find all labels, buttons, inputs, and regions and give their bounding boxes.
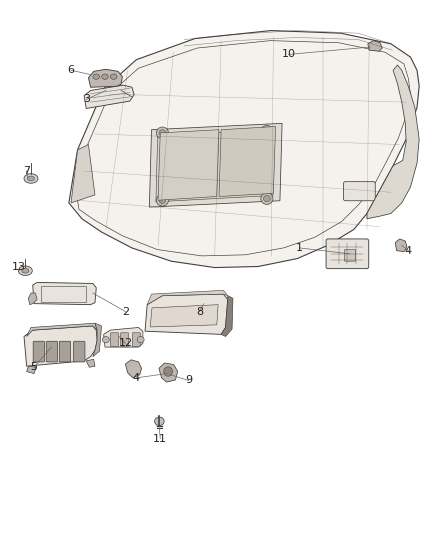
Ellipse shape [102,74,108,79]
Polygon shape [156,130,275,202]
Text: 3: 3 [83,94,90,104]
Text: 4: 4 [133,373,140,383]
Polygon shape [33,282,96,305]
Polygon shape [367,65,419,219]
FancyBboxPatch shape [326,239,369,269]
Ellipse shape [102,336,110,343]
Ellipse shape [18,266,32,276]
Polygon shape [27,366,36,374]
Ellipse shape [261,125,273,137]
Polygon shape [24,326,97,366]
Ellipse shape [137,336,144,343]
Bar [41,286,86,302]
Text: 6: 6 [67,66,74,75]
FancyBboxPatch shape [74,341,85,362]
Polygon shape [221,296,233,336]
Polygon shape [145,294,228,334]
Ellipse shape [156,127,169,139]
Text: 11: 11 [153,434,167,444]
Polygon shape [149,123,282,207]
Ellipse shape [264,196,270,202]
Polygon shape [93,323,102,357]
Text: 1: 1 [296,243,303,253]
Ellipse shape [155,417,164,425]
FancyBboxPatch shape [33,341,45,362]
FancyBboxPatch shape [120,333,128,346]
Ellipse shape [159,130,166,136]
Text: 9: 9 [185,375,192,385]
Ellipse shape [156,195,169,206]
Polygon shape [84,85,134,109]
Ellipse shape [261,193,273,205]
Text: 5: 5 [31,362,38,372]
Polygon shape [150,305,218,327]
Polygon shape [27,323,97,336]
Polygon shape [104,327,143,347]
Ellipse shape [24,174,38,183]
FancyBboxPatch shape [46,341,57,362]
Polygon shape [69,30,419,268]
Text: 7: 7 [23,166,30,176]
Polygon shape [219,126,276,197]
Ellipse shape [264,128,270,134]
Polygon shape [368,41,382,51]
Text: 13: 13 [12,262,26,271]
Polygon shape [159,363,178,382]
Ellipse shape [93,74,99,79]
FancyBboxPatch shape [343,182,375,201]
Ellipse shape [159,197,166,204]
Text: 4: 4 [405,246,412,256]
Polygon shape [71,144,95,203]
Polygon shape [86,359,95,367]
Polygon shape [158,130,219,200]
Polygon shape [395,239,407,252]
FancyBboxPatch shape [344,249,356,261]
FancyBboxPatch shape [59,341,71,362]
Ellipse shape [110,74,117,79]
Text: 2: 2 [122,306,129,317]
Ellipse shape [22,268,29,273]
Text: 12: 12 [118,338,132,349]
Polygon shape [88,69,122,87]
Ellipse shape [164,367,173,376]
Text: 10: 10 [282,50,296,59]
Polygon shape [28,293,37,305]
FancyBboxPatch shape [132,333,140,346]
Polygon shape [125,360,141,378]
Text: 8: 8 [196,306,203,317]
Ellipse shape [28,176,35,181]
FancyBboxPatch shape [111,333,118,346]
Polygon shape [147,290,228,305]
